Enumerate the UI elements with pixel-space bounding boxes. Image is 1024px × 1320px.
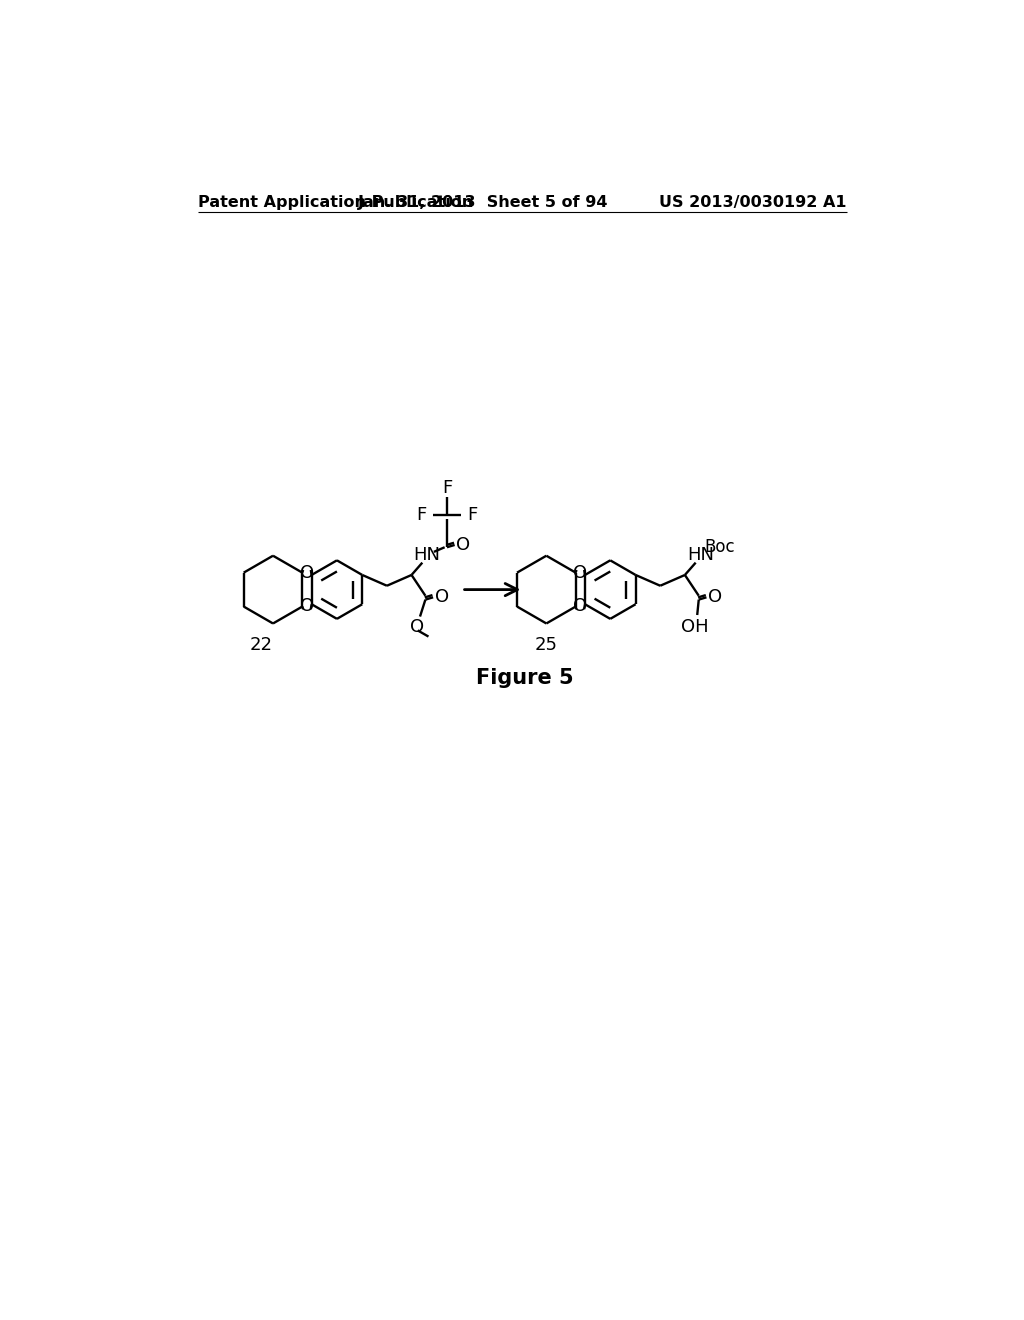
Text: O: O bbox=[410, 618, 424, 635]
Text: Jan. 31, 2013  Sheet 5 of 94: Jan. 31, 2013 Sheet 5 of 94 bbox=[358, 195, 608, 210]
Text: 22: 22 bbox=[250, 636, 273, 653]
Text: 25: 25 bbox=[535, 636, 558, 653]
Text: O: O bbox=[434, 589, 449, 606]
Text: O: O bbox=[573, 564, 588, 582]
Text: Boc: Boc bbox=[705, 539, 735, 556]
Text: O: O bbox=[573, 597, 588, 615]
Text: O: O bbox=[708, 589, 722, 606]
Text: HN: HN bbox=[414, 546, 440, 564]
Text: O: O bbox=[300, 597, 314, 615]
Text: O: O bbox=[456, 536, 470, 554]
Text: O: O bbox=[300, 564, 314, 582]
Text: F: F bbox=[441, 479, 452, 496]
Text: F: F bbox=[417, 506, 427, 524]
Text: OH: OH bbox=[681, 618, 709, 636]
Text: US 2013/0030192 A1: US 2013/0030192 A1 bbox=[659, 195, 847, 210]
Text: Figure 5: Figure 5 bbox=[476, 668, 573, 688]
Text: HN: HN bbox=[687, 546, 714, 564]
Text: F: F bbox=[467, 506, 477, 524]
Text: Patent Application Publication: Patent Application Publication bbox=[199, 195, 473, 210]
